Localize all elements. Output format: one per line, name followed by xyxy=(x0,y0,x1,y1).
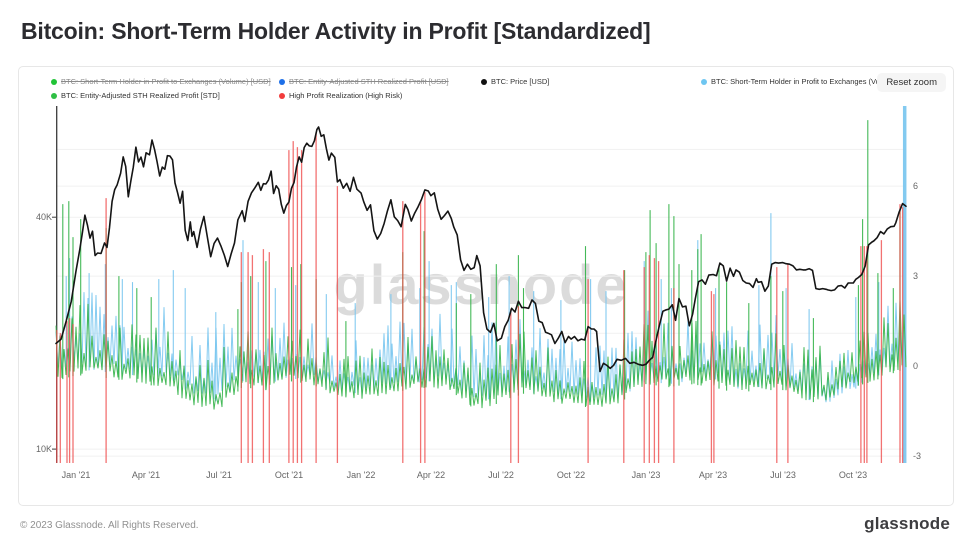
y-axis-left-label: 10K xyxy=(35,444,52,454)
page-title: Bitcoin: Short-Term Holder Activity in P… xyxy=(21,18,651,44)
x-axis-label: Oct '23 xyxy=(838,470,868,480)
x-axis-label: Apr '21 xyxy=(131,470,161,480)
legend-item-4[interactable]: BTC: Entity-Adjusted STH Realized Profit… xyxy=(51,91,220,100)
legend-label: BTC: Entity-Adjusted STH Realized Profit… xyxy=(61,91,220,100)
legend-item-1[interactable]: BTC: Entity-Adjusted STH Realized Profit… xyxy=(279,77,449,86)
legend-dot-icon xyxy=(279,78,285,85)
legend-label: BTC: Price [USD] xyxy=(491,77,550,86)
x-axis-label: Jan '21 xyxy=(61,470,91,480)
legend-dot-icon xyxy=(51,92,57,99)
glassnode-logo: glassnode xyxy=(864,514,950,533)
series-sth-realized-profit-std xyxy=(55,120,907,410)
y-axis-right-label: 0 xyxy=(913,361,919,371)
legend-dot-icon xyxy=(701,78,707,85)
x-axis-label: Oct '21 xyxy=(274,470,304,480)
legend-item-3[interactable]: BTC: Short-Term Holder in Profit to Exch… xyxy=(701,77,887,86)
y-axis-right-label: 3 xyxy=(913,271,919,281)
chart-canvas xyxy=(52,106,907,463)
series-high-profit-realization xyxy=(56,132,904,463)
y-axis-left-label: 40K xyxy=(35,212,52,222)
legend-item-2[interactable]: BTC: Price [USD] xyxy=(481,77,549,86)
legend-label: BTC: Entity-Adjusted STH Realized Profit… xyxy=(289,77,449,86)
x-axis-label: Jan '22 xyxy=(346,470,376,480)
legend-label: BTC: Short-Term Holder in Profit to Exch… xyxy=(711,77,887,86)
x-axis-label: Apr '22 xyxy=(416,470,446,480)
legend-label: BTC: Short-Term Holder in Profit to Exch… xyxy=(61,77,271,86)
legend-dot-icon xyxy=(279,92,285,99)
legend-item-5[interactable]: High Profit Realization (High Risk) xyxy=(279,91,402,100)
plot-area[interactable]: glassnode xyxy=(52,106,907,463)
chart-panel: BTC: Short-Term Holder in Profit to Exch… xyxy=(18,66,954,506)
x-axis-label: Oct '22 xyxy=(556,470,586,480)
x-axis-label: Jul '23 xyxy=(770,470,796,480)
footer-copyright: © 2023 Glassnode. All Rights Reserved. xyxy=(20,520,199,531)
x-axis-label: Jul '21 xyxy=(206,470,232,480)
price-line xyxy=(55,126,907,373)
legend-label: High Profit Realization (High Risk) xyxy=(289,91,403,100)
y-axis-right-label: 6 xyxy=(913,181,919,191)
noise-band-line xyxy=(55,300,907,410)
legend-item-0[interactable]: BTC: Short-Term Holder in Profit to Exch… xyxy=(51,77,271,86)
x-axis-label: Apr '23 xyxy=(698,470,728,480)
x-axis-label: Jan '23 xyxy=(631,470,661,480)
reset-zoom-button[interactable]: Reset zoom xyxy=(877,73,946,92)
x-axis-label: Jul '22 xyxy=(488,470,514,480)
legend-dot-icon xyxy=(51,78,57,85)
y-axis-right-label: -3 xyxy=(913,451,922,461)
legend-dot-icon xyxy=(481,78,487,85)
